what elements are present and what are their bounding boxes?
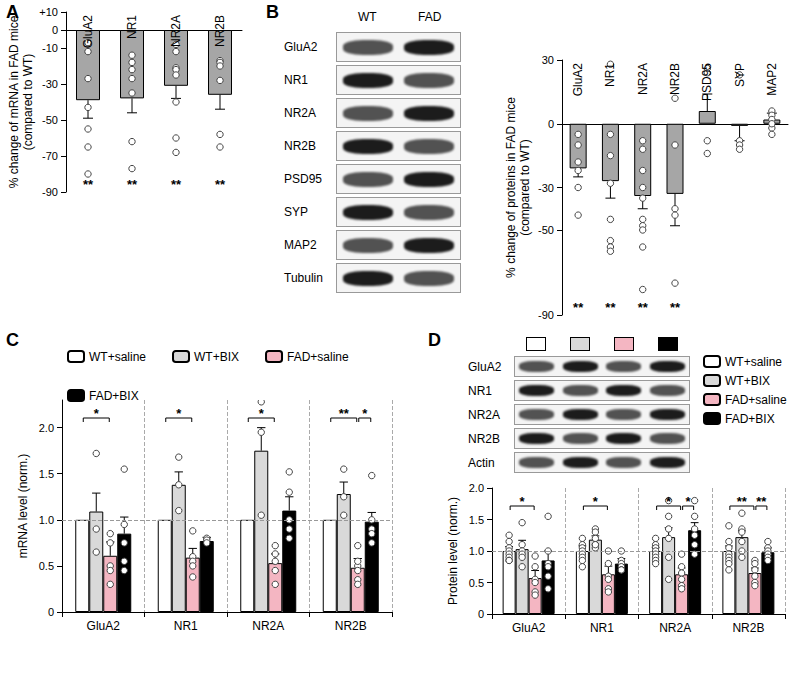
svg-text:0: 0 — [52, 24, 58, 36]
svg-text:**: ** — [605, 300, 616, 315]
svg-text:30: 30 — [542, 54, 554, 66]
svg-text:**: ** — [339, 406, 350, 421]
svg-text:NR2A: NR2A — [252, 619, 284, 633]
svg-text:NR1: NR1 — [590, 621, 614, 635]
svg-text:(compared to WT): (compared to WT) — [518, 139, 532, 236]
svg-text:FAD+BIX: FAD+BIX — [89, 389, 139, 403]
svg-text:MAP2: MAP2 — [765, 63, 779, 96]
svg-text:-70: -70 — [42, 150, 58, 162]
svg-text:2.0: 2.0 — [39, 422, 54, 434]
svg-text:1.0: 1.0 — [39, 514, 54, 526]
svg-text:**: ** — [573, 300, 584, 315]
svg-text:% change of mRNA in FAD mice: % change of mRNA in FAD mice — [7, 15, 21, 188]
svg-text:PSD95: PSD95 — [700, 63, 714, 101]
svg-text:*: * — [520, 494, 526, 509]
svg-text:2.0: 2.0 — [469, 482, 484, 494]
svg-text:**: ** — [638, 300, 649, 315]
svg-text:WT+BIX: WT+BIX — [194, 350, 239, 364]
svg-text:FAD+BIX: FAD+BIX — [725, 412, 775, 426]
svg-text:**: ** — [127, 177, 138, 192]
svg-text:SYP: SYP — [733, 63, 747, 87]
svg-text:GluA2: GluA2 — [87, 619, 121, 633]
svg-text:*: * — [94, 406, 100, 421]
svg-text:NR1: NR1 — [603, 63, 617, 87]
svg-text:*: * — [362, 406, 368, 421]
svg-text:-90: -90 — [42, 186, 58, 198]
svg-text:NR2A: NR2A — [169, 15, 183, 47]
svg-text:NR2B: NR2B — [335, 619, 367, 633]
svg-text:-30: -30 — [42, 78, 58, 90]
svg-text:WT+saline: WT+saline — [89, 350, 146, 364]
svg-text:GluA2: GluA2 — [571, 63, 585, 97]
svg-text:-90: -90 — [538, 309, 554, 321]
svg-text:0.5: 0.5 — [469, 577, 484, 589]
svg-text:*: * — [666, 494, 672, 509]
svg-text:GluA2: GluA2 — [512, 621, 546, 635]
svg-text:NR2A: NR2A — [659, 621, 691, 635]
svg-text:**: ** — [737, 494, 748, 509]
svg-text:1.0: 1.0 — [469, 545, 484, 557]
svg-text:FAD+saline: FAD+saline — [287, 350, 349, 364]
svg-text:*: * — [259, 406, 265, 421]
svg-text:0: 0 — [48, 606, 54, 618]
svg-text:*: * — [593, 494, 599, 509]
svg-text:-50: -50 — [538, 224, 554, 236]
svg-text:**: ** — [171, 177, 182, 192]
svg-text:1.5: 1.5 — [39, 468, 54, 480]
svg-text:**: ** — [215, 177, 226, 192]
svg-text:-30: -30 — [538, 182, 554, 194]
svg-text:**: ** — [83, 177, 94, 192]
svg-text:GluA2: GluA2 — [81, 15, 95, 49]
svg-text:NR1: NR1 — [174, 619, 198, 633]
svg-text:**: ** — [670, 300, 681, 315]
svg-text:*: * — [176, 406, 182, 421]
svg-text:-10: -10 — [42, 42, 58, 54]
svg-text:NR2B: NR2B — [213, 15, 227, 47]
svg-text:WT+BIX: WT+BIX — [725, 374, 770, 388]
svg-text:mRNA level (norm.): mRNA level (norm.) — [16, 454, 30, 559]
svg-text:+10: +10 — [39, 6, 58, 18]
svg-text:(compared to WT): (compared to WT) — [21, 54, 35, 151]
svg-text:Protein level (norm.): Protein level (norm.) — [446, 497, 460, 605]
svg-text:FAD+saline: FAD+saline — [725, 393, 787, 407]
svg-text:*: * — [686, 494, 692, 509]
svg-text:NR2B: NR2B — [668, 63, 682, 95]
svg-text:1.5: 1.5 — [469, 514, 484, 526]
svg-text:0.5: 0.5 — [39, 560, 54, 572]
svg-text:0: 0 — [478, 608, 484, 620]
svg-text:NR2B: NR2B — [732, 621, 764, 635]
svg-text:**: ** — [756, 494, 767, 509]
svg-text:% change of proteins in FAD mi: % change of proteins in FAD mice — [504, 97, 518, 278]
svg-text:0: 0 — [548, 118, 554, 130]
svg-text:NR1: NR1 — [125, 15, 139, 39]
svg-text:WT+saline: WT+saline — [725, 355, 782, 369]
svg-text:NR2A: NR2A — [636, 63, 650, 95]
svg-text:-50: -50 — [42, 114, 58, 126]
